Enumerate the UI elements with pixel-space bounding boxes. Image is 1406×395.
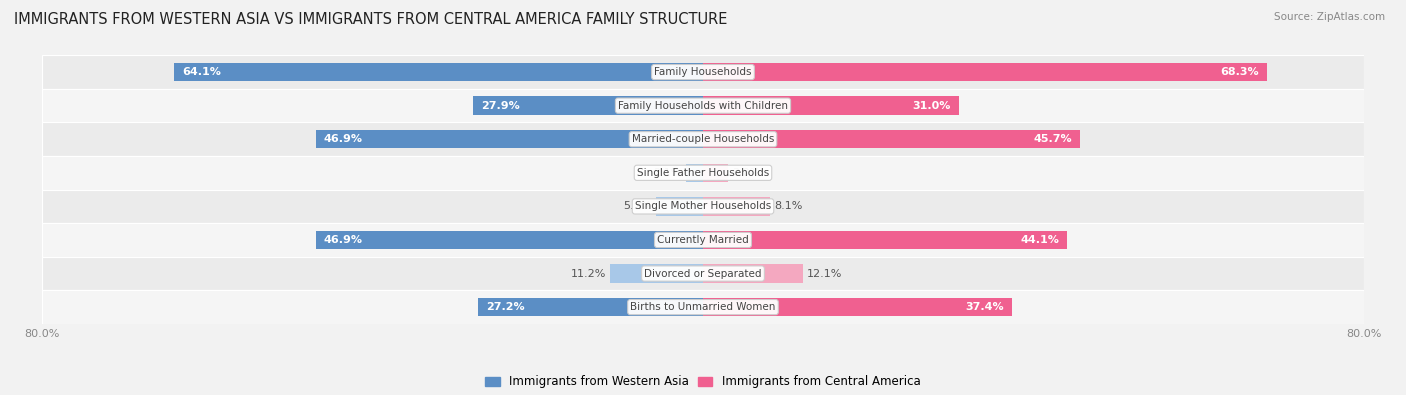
Text: Family Households with Children: Family Households with Children: [619, 101, 787, 111]
Text: 5.7%: 5.7%: [623, 201, 652, 211]
Bar: [472, 96, 703, 115]
Text: 27.2%: 27.2%: [486, 302, 526, 312]
Bar: [42, 122, 1364, 156]
Text: 64.1%: 64.1%: [181, 67, 221, 77]
Legend: Immigrants from Western Asia, Immigrants from Central America: Immigrants from Western Asia, Immigrants…: [481, 371, 925, 393]
Bar: [703, 231, 1067, 249]
Bar: [703, 197, 770, 216]
Bar: [610, 264, 703, 283]
Text: 37.4%: 37.4%: [965, 302, 1004, 312]
Bar: [42, 89, 1364, 122]
Bar: [315, 130, 703, 149]
Bar: [42, 257, 1364, 290]
Bar: [657, 197, 703, 216]
Bar: [42, 156, 1364, 190]
Text: Currently Married: Currently Married: [657, 235, 749, 245]
Bar: [703, 298, 1012, 316]
Text: 45.7%: 45.7%: [1033, 134, 1073, 144]
Bar: [686, 164, 703, 182]
Text: Family Households: Family Households: [654, 67, 752, 77]
Text: 31.0%: 31.0%: [912, 101, 950, 111]
Text: 44.1%: 44.1%: [1021, 235, 1059, 245]
Text: 27.9%: 27.9%: [481, 101, 520, 111]
Text: Single Mother Households: Single Mother Households: [636, 201, 770, 211]
Bar: [703, 164, 728, 182]
Text: 46.9%: 46.9%: [323, 235, 363, 245]
Text: 3.0%: 3.0%: [733, 168, 761, 178]
Bar: [703, 264, 803, 283]
Bar: [478, 298, 703, 316]
Text: 8.1%: 8.1%: [775, 201, 803, 211]
Text: Married-couple Households: Married-couple Households: [631, 134, 775, 144]
Bar: [315, 231, 703, 249]
Bar: [42, 55, 1364, 89]
Bar: [703, 63, 1267, 81]
Text: Single Father Households: Single Father Households: [637, 168, 769, 178]
Bar: [42, 290, 1364, 324]
Text: 11.2%: 11.2%: [571, 269, 606, 278]
Text: IMMIGRANTS FROM WESTERN ASIA VS IMMIGRANTS FROM CENTRAL AMERICA FAMILY STRUCTURE: IMMIGRANTS FROM WESTERN ASIA VS IMMIGRAN…: [14, 12, 727, 27]
Text: 46.9%: 46.9%: [323, 134, 363, 144]
Text: Divorced or Separated: Divorced or Separated: [644, 269, 762, 278]
Text: 68.3%: 68.3%: [1220, 67, 1258, 77]
Bar: [173, 63, 703, 81]
Bar: [42, 190, 1364, 223]
Bar: [703, 130, 1080, 149]
Text: Births to Unmarried Women: Births to Unmarried Women: [630, 302, 776, 312]
Bar: [703, 96, 959, 115]
Text: 12.1%: 12.1%: [807, 269, 842, 278]
Bar: [42, 223, 1364, 257]
Text: Source: ZipAtlas.com: Source: ZipAtlas.com: [1274, 12, 1385, 22]
Text: 2.1%: 2.1%: [654, 168, 682, 178]
